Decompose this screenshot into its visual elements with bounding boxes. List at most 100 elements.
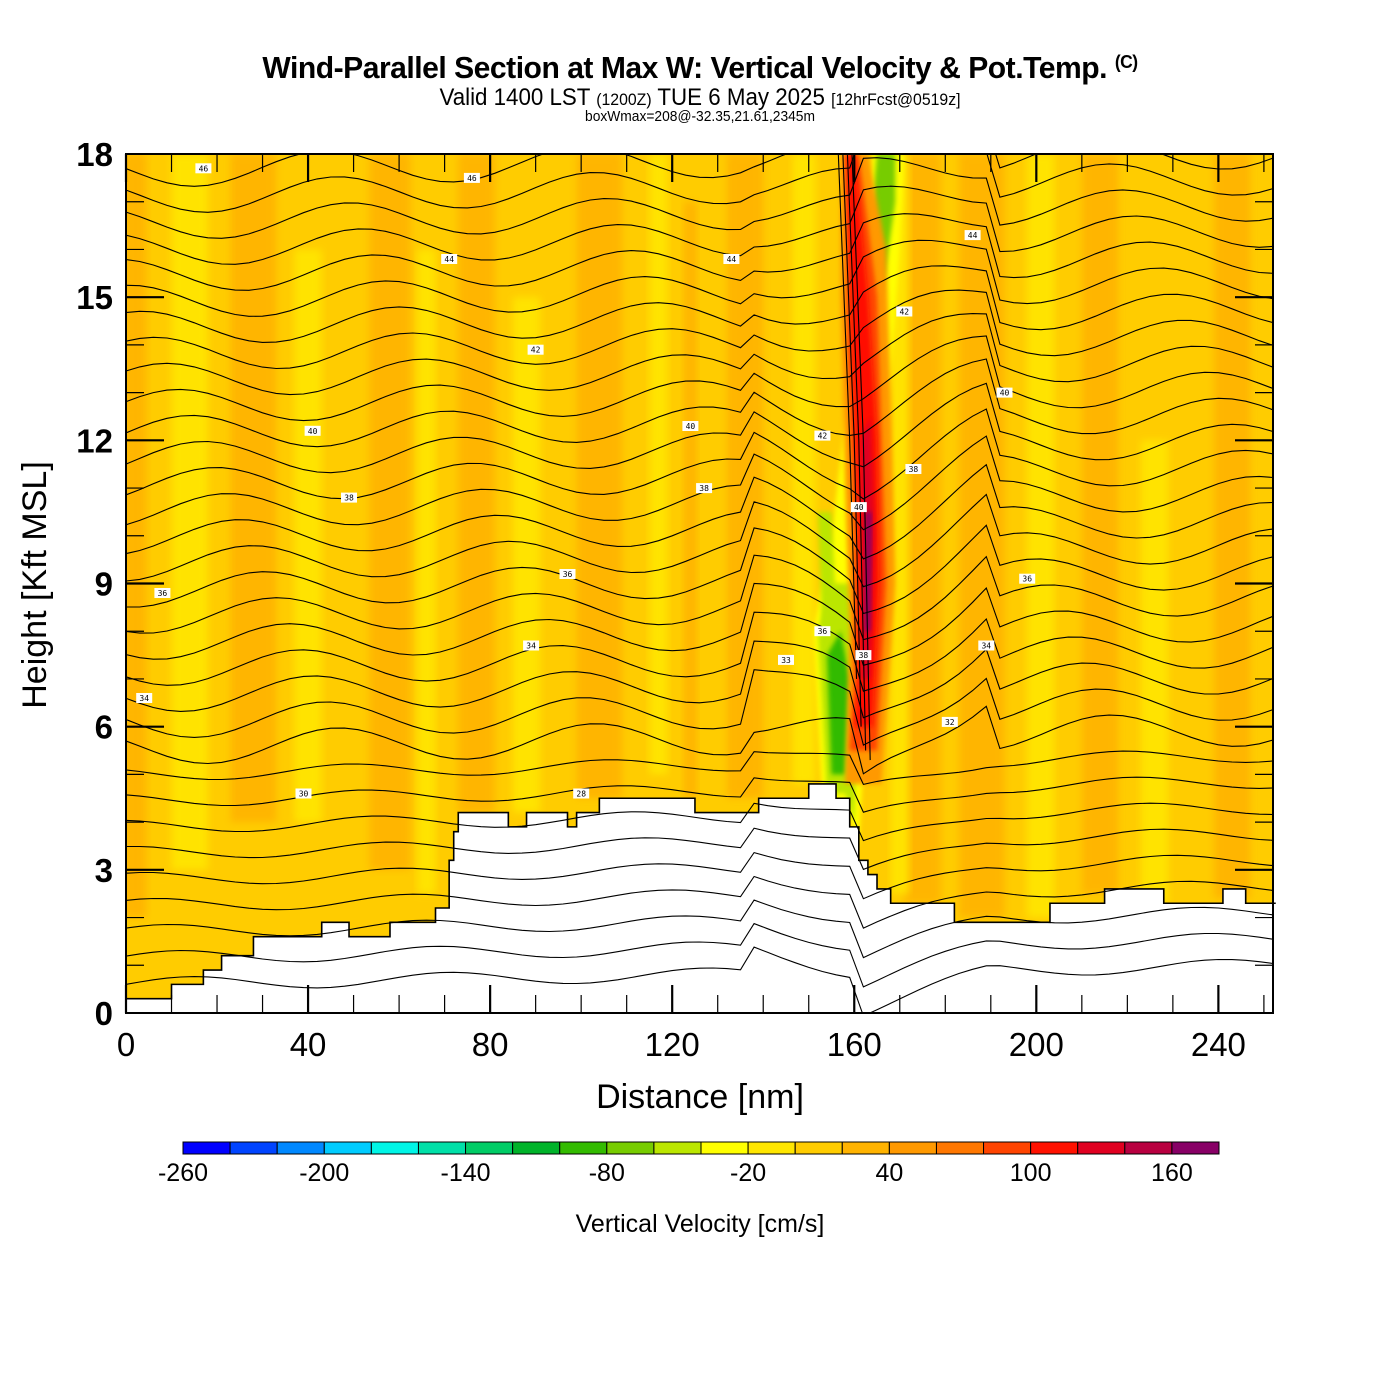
w-streak bbox=[230, 154, 277, 823]
theta-contour-line bbox=[126, 776, 1273, 813]
w-streak bbox=[726, 154, 764, 799]
contour-label-text: 30 bbox=[299, 790, 309, 799]
colorbar-segment bbox=[1124, 1141, 1173, 1155]
contour-label-bg bbox=[896, 306, 913, 317]
y-tick-label: 9 bbox=[95, 566, 113, 603]
copyright-mark: (C) bbox=[1114, 52, 1138, 72]
contour-label-bg bbox=[441, 254, 458, 264]
w-streak bbox=[458, 154, 495, 813]
contour-label: 36 bbox=[1019, 573, 1036, 584]
w-streak bbox=[1141, 440, 1169, 904]
w-streak bbox=[171, 154, 208, 870]
contour-label-bg bbox=[941, 716, 958, 727]
colorbar-segment bbox=[370, 1141, 419, 1155]
contour-label-bg bbox=[696, 483, 713, 494]
contour-label-bg bbox=[154, 588, 171, 598]
colorbar-segment bbox=[229, 1141, 278, 1155]
contour-label-text: 46 bbox=[199, 164, 209, 173]
contour-label-text: 38 bbox=[344, 494, 354, 503]
contour-label: 30 bbox=[295, 788, 312, 799]
contour-label-text: 32 bbox=[945, 718, 955, 727]
box-wmax-info: boxWmax=208@-32.35,21.61,2345m bbox=[585, 108, 815, 125]
valid-time: Valid 1400 LST bbox=[439, 84, 591, 111]
colorbar-segment bbox=[417, 1141, 467, 1155]
contour-label-bg bbox=[814, 430, 831, 441]
contour-label: 46 bbox=[195, 163, 212, 174]
theta-contour-line bbox=[126, 827, 1273, 871]
contour-label: 40 bbox=[850, 502, 867, 513]
colorbar-segment bbox=[794, 1141, 843, 1155]
x-tick-label: 40 bbox=[290, 1026, 327, 1063]
x-tick-label: 160 bbox=[827, 1026, 882, 1063]
theta-contour-line bbox=[126, 611, 1273, 692]
theta-contour-core bbox=[842, 154, 862, 727]
theta-contour-line bbox=[126, 239, 1273, 317]
colorbar-segment bbox=[276, 1141, 325, 1155]
contour-label: 42 bbox=[896, 306, 913, 317]
w-streak bbox=[294, 249, 322, 823]
contour-label-bg bbox=[341, 492, 357, 503]
terrain-fill bbox=[126, 783, 1276, 1013]
contour-label: 38 bbox=[696, 483, 713, 494]
contour-label: 36 bbox=[154, 588, 171, 598]
contour-label: 28 bbox=[573, 788, 590, 799]
contour-label-text: 44 bbox=[444, 255, 454, 264]
contour-label-text: 36 bbox=[563, 570, 573, 579]
colorbar-segment bbox=[747, 1141, 796, 1155]
contour-label: 44 bbox=[441, 254, 458, 264]
theta-contour-line bbox=[126, 802, 1273, 842]
contour-label-text: 40 bbox=[854, 503, 864, 512]
colorbar-segment bbox=[323, 1141, 372, 1155]
contour-label-bg bbox=[463, 172, 480, 183]
w-streak bbox=[512, 297, 541, 813]
colorbar-segment bbox=[653, 1141, 702, 1155]
contour-label-text: 38 bbox=[699, 484, 709, 493]
contour-label-text: 42 bbox=[531, 346, 541, 355]
y-tick-label: 6 bbox=[95, 709, 113, 746]
theta-contour-line bbox=[126, 154, 1273, 187]
theta-contour-line bbox=[126, 946, 1273, 1013]
contour-label-text: 28 bbox=[576, 790, 586, 799]
contour-label: 34 bbox=[136, 693, 153, 703]
theta-contour-line bbox=[126, 705, 1273, 775]
chart-subtitle: Valid 1400 LST (1200Z) TUE 6 May 2025 [1… bbox=[49, 84, 1351, 112]
contour-label: 44 bbox=[723, 254, 740, 264]
colorbar-segment bbox=[606, 1141, 655, 1155]
contour-label: 38 bbox=[905, 464, 922, 474]
contour-label-text: 44 bbox=[968, 231, 978, 240]
contour-label: 44 bbox=[964, 230, 981, 241]
theta-contour-line bbox=[126, 289, 1273, 370]
forecast-info: [12hrFcst@0519z] bbox=[831, 90, 961, 109]
contour-label: 34 bbox=[523, 640, 540, 651]
colorbar-segment bbox=[465, 1141, 514, 1155]
colorbar-segment bbox=[1030, 1141, 1079, 1155]
w-streak bbox=[958, 154, 1005, 918]
theta-contour-line bbox=[126, 185, 1273, 265]
colorbar-segment bbox=[935, 1141, 985, 1155]
x-tick-label: 200 bbox=[1009, 1026, 1064, 1063]
contour-label: 34 bbox=[978, 640, 995, 651]
y-tick-label: 15 bbox=[76, 279, 113, 316]
contour-label-bg bbox=[996, 387, 1013, 398]
w-streak bbox=[890, 154, 909, 894]
contour-label-bg bbox=[136, 693, 153, 703]
contour-label-bg bbox=[559, 569, 576, 579]
y-axis-tick-labels: 0 3 6 9 12 15 18 bbox=[76, 136, 113, 1032]
colorbar-tick-label: -260 bbox=[158, 1159, 208, 1187]
x-tick-label: 0 bbox=[117, 1026, 135, 1063]
contour-label: 42 bbox=[814, 430, 831, 441]
contour-label-text: 34 bbox=[139, 694, 149, 703]
colorbar-title: Vertical Velocity [cm/s] bbox=[576, 1210, 825, 1238]
colorbar-segment bbox=[841, 1141, 890, 1155]
contour-label-text: 34 bbox=[526, 642, 536, 651]
contour-label-bg bbox=[850, 502, 867, 513]
x-tick-label: 80 bbox=[472, 1026, 509, 1063]
contour-label-bg bbox=[523, 640, 540, 651]
colorbar-tick-label: -80 bbox=[589, 1159, 625, 1187]
contour-label-text: 38 bbox=[909, 465, 919, 474]
valid-date: TUE 6 May 2025 bbox=[657, 84, 825, 111]
colorbar-tick-label: 100 bbox=[1010, 1159, 1052, 1187]
w-streak bbox=[369, 154, 411, 870]
contour-label: 36 bbox=[559, 569, 576, 579]
